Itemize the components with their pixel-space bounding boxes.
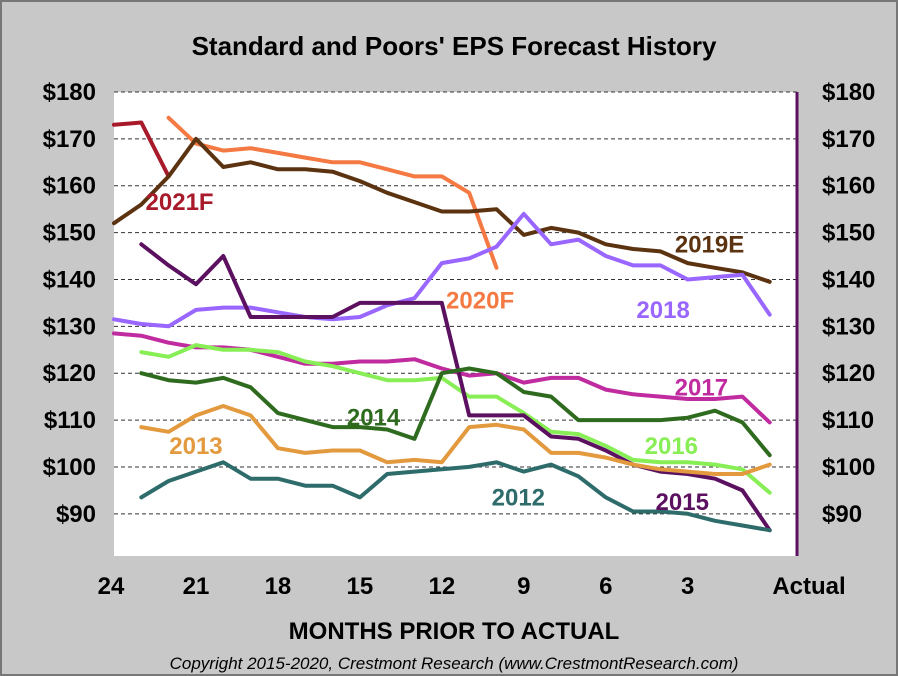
series-label-2017: 2017 <box>675 374 728 401</box>
series-labels: 2021F 2020F 2019E 2018 2017 2016 2015 2014 2013 2… <box>146 189 745 516</box>
copyright-text: Copyright 2015-2020, Crestmont Research … <box>170 654 739 673</box>
x-tick-actual: Actual <box>772 573 845 600</box>
y-tick-right-120: $120 <box>822 360 875 387</box>
series-lines <box>112 115 772 533</box>
x-tick-3: 3 <box>681 573 694 600</box>
chart-title: Standard and Poors' EPS Forecast History <box>192 31 717 61</box>
series-line-2020f <box>166 115 499 270</box>
series-label-2021f: 2021F <box>146 189 214 216</box>
y-tick-left-140: $140 <box>43 266 96 293</box>
y-tick-right-160: $160 <box>822 173 875 200</box>
x-tick-12: 12 <box>428 573 455 600</box>
series-line-2015 <box>139 242 772 533</box>
y-tick-right-100: $100 <box>822 454 875 481</box>
plot-area <box>114 92 797 556</box>
x-tick-6: 6 <box>599 573 612 600</box>
y-tick-right-130: $130 <box>822 313 875 340</box>
y-tick-right-170: $170 <box>822 126 875 153</box>
series-label-2012: 2012 <box>492 484 545 511</box>
y-tick-left-100: $100 <box>43 454 96 481</box>
y-tick-left-170: $170 <box>43 126 96 153</box>
y-tick-right-110: $110 <box>822 407 874 434</box>
series-label-2016: 2016 <box>645 433 698 460</box>
y-axis-right: $180 $170 $160 $150 $140 $130 $120 $110 $100 $90 <box>822 79 875 528</box>
y-tick-left-160: $160 <box>43 173 96 200</box>
y-tick-left-110: $110 <box>44 407 96 434</box>
y-tick-left-180: $180 <box>43 79 96 106</box>
series-line-2013 <box>139 404 772 476</box>
y-tick-right-140: $140 <box>822 266 875 293</box>
y-tick-left-150: $150 <box>43 220 96 247</box>
x-axis-label: MONTHS PRIOR TO ACTUAL <box>289 618 620 645</box>
y-tick-right-180: $180 <box>822 79 875 106</box>
x-tick-24: 24 <box>98 573 125 600</box>
series-line-2014 <box>139 366 772 458</box>
y-tick-left-90: $90 <box>56 501 96 528</box>
x-axis: 24 21 18 15 12 9 6 3 Actual <box>98 573 846 600</box>
series-line-2021f <box>112 120 171 179</box>
series-label-2015: 2015 <box>656 489 709 516</box>
series-label-2018: 2018 <box>636 297 689 324</box>
y-tick-right-150: $150 <box>822 220 875 247</box>
x-tick-9: 9 <box>517 573 530 600</box>
y-tick-left-120: $120 <box>43 360 96 387</box>
series-label-2013: 2013 <box>169 433 222 460</box>
y-axis-left: $180 $170 $160 $150 $140 $130 $120 $110 $100 $90 <box>43 79 96 528</box>
series-line-2018 <box>112 211 772 329</box>
series-line-2017 <box>112 331 772 425</box>
series-label-2019e: 2019E <box>675 231 744 258</box>
series-label-2020f: 2020F <box>446 288 514 315</box>
y-tick-left-130: $130 <box>43 313 96 340</box>
x-tick-18: 18 <box>265 573 292 600</box>
x-tick-15: 15 <box>347 573 374 600</box>
series-line-2012 <box>139 460 772 533</box>
series-line-2019e <box>112 136 772 284</box>
series-line-2016 <box>139 343 772 495</box>
series-label-2014: 2014 <box>347 405 401 432</box>
y-tick-right-90: $90 <box>822 501 862 528</box>
x-tick-21: 21 <box>183 573 210 600</box>
